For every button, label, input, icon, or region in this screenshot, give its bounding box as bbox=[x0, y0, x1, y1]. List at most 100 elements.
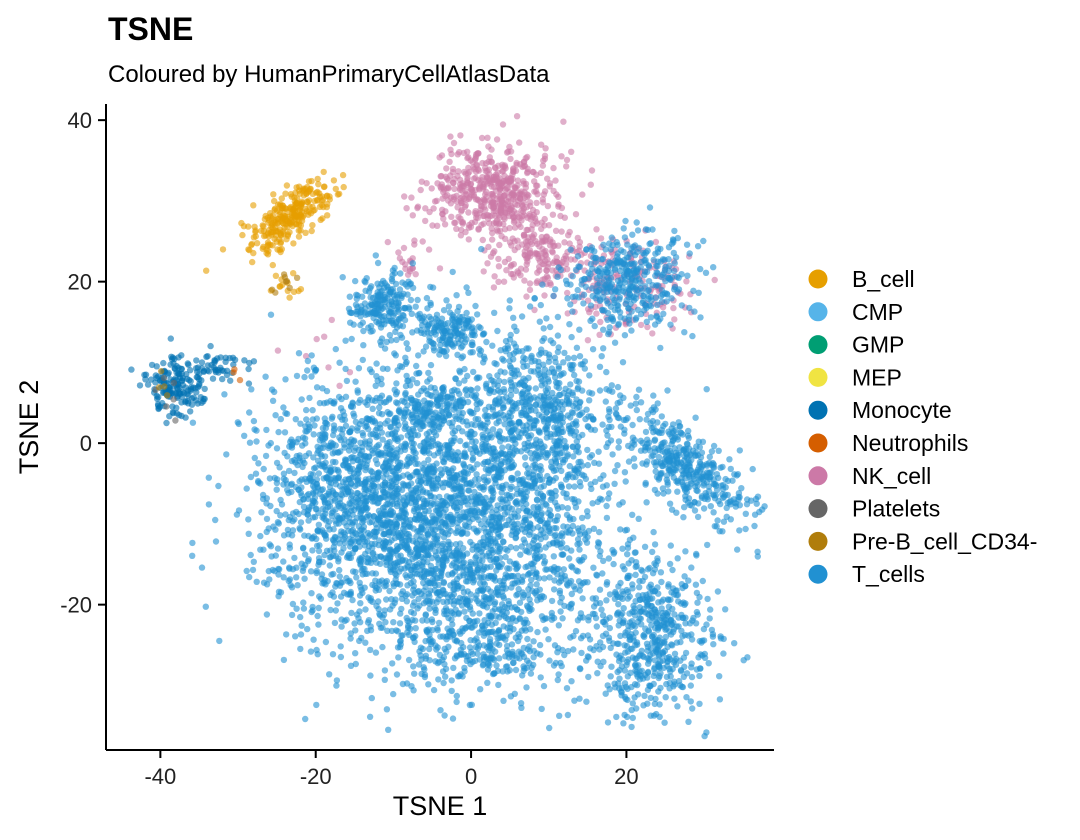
point bbox=[283, 182, 291, 189]
point bbox=[488, 183, 495, 190]
point bbox=[184, 375, 191, 383]
point bbox=[204, 367, 211, 374]
point bbox=[558, 228, 565, 235]
point bbox=[549, 267, 556, 274]
point bbox=[289, 222, 296, 230]
point bbox=[703, 386, 710, 393]
point bbox=[377, 450, 384, 458]
point bbox=[315, 521, 322, 528]
point bbox=[383, 458, 390, 465]
point bbox=[407, 516, 414, 524]
point bbox=[219, 375, 226, 383]
point bbox=[227, 377, 234, 384]
point bbox=[313, 567, 320, 575]
point bbox=[537, 463, 544, 470]
point bbox=[310, 431, 317, 438]
point bbox=[393, 523, 400, 530]
point bbox=[272, 227, 279, 234]
point bbox=[520, 497, 527, 504]
point bbox=[352, 660, 359, 668]
point bbox=[207, 342, 214, 350]
point bbox=[293, 274, 301, 281]
point bbox=[368, 468, 376, 476]
point bbox=[499, 444, 506, 451]
point bbox=[461, 464, 469, 471]
point bbox=[272, 289, 279, 296]
point bbox=[309, 471, 317, 478]
point bbox=[609, 451, 616, 458]
point bbox=[493, 420, 500, 427]
point bbox=[439, 210, 446, 218]
point bbox=[393, 336, 400, 344]
point bbox=[518, 409, 525, 416]
point bbox=[572, 473, 579, 481]
point bbox=[170, 396, 177, 403]
point bbox=[267, 502, 274, 510]
point bbox=[335, 473, 343, 480]
point bbox=[241, 432, 248, 439]
point bbox=[422, 612, 429, 619]
point bbox=[291, 469, 298, 477]
point bbox=[384, 627, 391, 634]
point bbox=[293, 439, 300, 446]
point bbox=[468, 428, 475, 436]
point bbox=[331, 539, 338, 546]
point bbox=[474, 650, 481, 657]
point bbox=[542, 544, 549, 551]
point bbox=[322, 506, 329, 513]
point bbox=[535, 444, 543, 452]
point bbox=[394, 644, 402, 651]
point bbox=[411, 670, 418, 677]
point bbox=[178, 399, 185, 406]
point bbox=[273, 507, 280, 515]
point bbox=[659, 304, 667, 311]
point bbox=[588, 390, 596, 397]
point bbox=[502, 553, 509, 561]
point bbox=[203, 267, 210, 274]
point bbox=[158, 368, 165, 375]
point bbox=[381, 541, 388, 549]
point bbox=[274, 519, 282, 526]
point bbox=[379, 365, 387, 372]
point bbox=[652, 238, 660, 246]
point bbox=[326, 562, 333, 569]
point bbox=[566, 240, 573, 247]
point bbox=[475, 226, 482, 233]
point bbox=[319, 196, 327, 203]
point bbox=[365, 594, 372, 601]
point bbox=[370, 483, 377, 490]
point bbox=[633, 406, 640, 414]
point bbox=[499, 168, 506, 175]
point bbox=[568, 678, 575, 685]
point bbox=[452, 563, 460, 571]
point bbox=[445, 185, 452, 192]
point bbox=[435, 619, 443, 627]
point bbox=[422, 205, 429, 212]
point bbox=[361, 498, 368, 505]
point bbox=[483, 564, 491, 571]
point bbox=[533, 250, 541, 257]
point bbox=[362, 440, 369, 447]
point bbox=[637, 399, 645, 406]
point bbox=[479, 174, 486, 181]
point bbox=[426, 208, 433, 216]
point bbox=[354, 389, 361, 396]
point bbox=[245, 516, 252, 523]
point bbox=[477, 206, 484, 213]
point bbox=[571, 483, 578, 490]
point bbox=[311, 422, 318, 429]
point bbox=[376, 537, 383, 544]
point bbox=[409, 255, 416, 262]
point bbox=[517, 551, 524, 558]
point bbox=[316, 190, 323, 197]
point bbox=[453, 225, 460, 232]
point bbox=[536, 438, 544, 445]
point bbox=[393, 500, 401, 507]
point bbox=[592, 614, 600, 622]
point bbox=[573, 567, 580, 574]
point bbox=[423, 180, 430, 187]
point bbox=[310, 533, 318, 540]
point bbox=[442, 530, 449, 537]
point bbox=[608, 382, 615, 389]
point bbox=[456, 369, 464, 376]
